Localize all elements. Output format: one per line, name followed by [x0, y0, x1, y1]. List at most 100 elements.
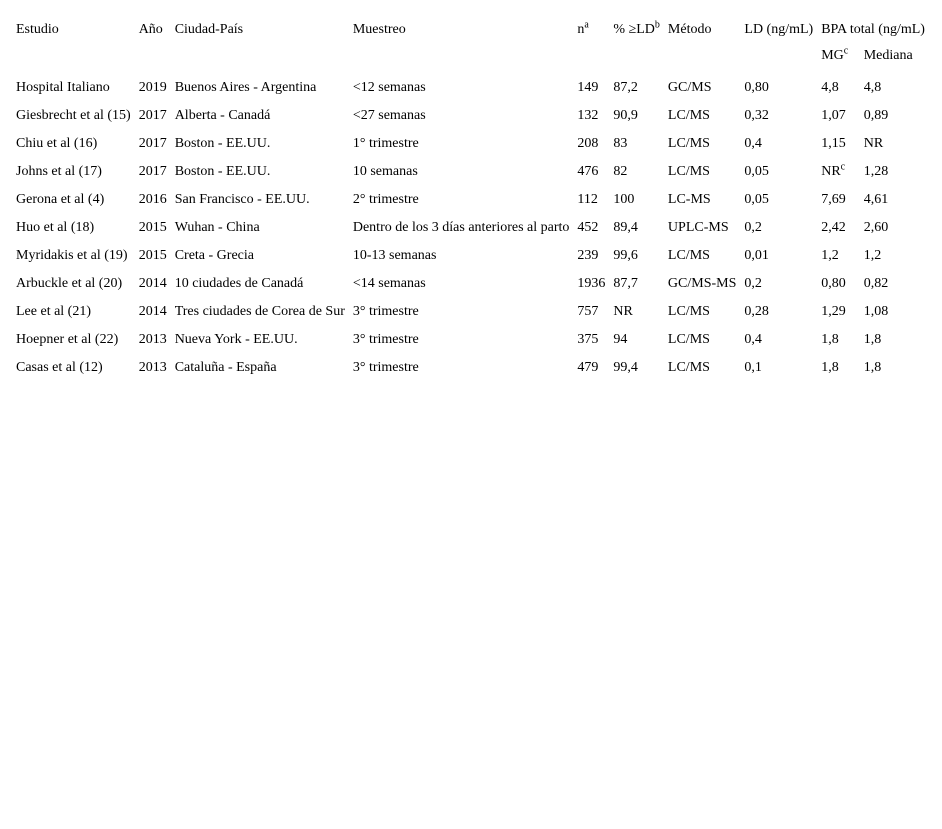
cell-metodo: LC/MS: [668, 298, 744, 326]
cell-pctld: 90,9: [613, 102, 668, 130]
cell-pctld: 87,2: [613, 74, 668, 102]
cell-ano: 2017: [139, 158, 175, 186]
cell-ld: 0,28: [744, 298, 821, 326]
cell-ano: 2019: [139, 74, 175, 102]
table-row: Chiu et al (16)2017Boston - EE.UU.1° tri…: [16, 130, 933, 158]
table-row: Gerona et al (4)2016San Francisco - EE.U…: [16, 186, 933, 214]
cell-ld: 0,2: [744, 214, 821, 242]
cell-pctld: 82: [613, 158, 668, 186]
cell-mediana: 4,61: [864, 186, 933, 214]
cell-metodo: LC/MS: [668, 326, 744, 354]
col-mediana: Mediana: [864, 44, 933, 74]
cell-n: 452: [577, 214, 613, 242]
cell-mg: 1,8: [821, 326, 864, 354]
cell-n: 1936: [577, 270, 613, 298]
table-row: Myridakis et al (19)2015Creta - Grecia10…: [16, 242, 933, 270]
cell-metodo: LC/MS: [668, 242, 744, 270]
cell-mg: 2,42: [821, 214, 864, 242]
cell-muestreo: Dentro de los 3 días anteriores al parto: [353, 214, 578, 242]
cell-metodo: LC/MS: [668, 354, 744, 382]
cell-pctld: 99,6: [613, 242, 668, 270]
col-n: na: [577, 16, 613, 44]
cell-ld: 0,01: [744, 242, 821, 270]
cell-mg: 1,07: [821, 102, 864, 130]
cell-ano: 2013: [139, 326, 175, 354]
col-ciudad: Ciudad-País: [175, 16, 353, 44]
table-row: Huo et al (18)2015Wuhan - ChinaDentro de…: [16, 214, 933, 242]
cell-mg: 4,8: [821, 74, 864, 102]
col-bpa: BPA total (ng/mL): [821, 16, 933, 44]
cell-mediana: 0,82: [864, 270, 933, 298]
cell-estudio: Casas et al (12): [16, 354, 139, 382]
cell-pctld: 99,4: [613, 354, 668, 382]
cell-ano: 2014: [139, 270, 175, 298]
cell-ciudad: Tres ciudades de Corea de Sur: [175, 298, 353, 326]
cell-ano: 2016: [139, 186, 175, 214]
cell-ciudad: Wuhan - China: [175, 214, 353, 242]
cell-mg: 7,69: [821, 186, 864, 214]
col-mg: MGc: [821, 44, 864, 74]
cell-mediana: NR: [864, 130, 933, 158]
cell-ciudad: Boston - EE.UU.: [175, 130, 353, 158]
cell-ciudad: Cataluña - España: [175, 354, 353, 382]
cell-muestreo: <14 semanas: [353, 270, 578, 298]
col-metodo: Método: [668, 16, 744, 44]
cell-n: 476: [577, 158, 613, 186]
cell-muestreo: <27 semanas: [353, 102, 578, 130]
cell-ano: 2014: [139, 298, 175, 326]
cell-ld: 0,05: [744, 186, 821, 214]
cell-ciudad: Alberta - Canadá: [175, 102, 353, 130]
cell-mediana: 1,08: [864, 298, 933, 326]
cell-pctld: NR: [613, 298, 668, 326]
cell-mediana: 1,28: [864, 158, 933, 186]
cell-ciudad: Nueva York - EE.UU.: [175, 326, 353, 354]
cell-mg: 1,8: [821, 354, 864, 382]
cell-mg: 0,80: [821, 270, 864, 298]
table-row: Giesbrecht et al (15)2017Alberta - Canad…: [16, 102, 933, 130]
cell-ld: 0,80: [744, 74, 821, 102]
cell-estudio: Johns et al (17): [16, 158, 139, 186]
cell-ld: 0,05: [744, 158, 821, 186]
col-muestreo: Muestreo: [353, 16, 578, 44]
cell-mg: 1,29: [821, 298, 864, 326]
cell-ld: 0,1: [744, 354, 821, 382]
cell-pctld: 100: [613, 186, 668, 214]
cell-metodo: GC/MS: [668, 74, 744, 102]
cell-muestreo: 2° trimestre: [353, 186, 578, 214]
cell-muestreo: 10 semanas: [353, 158, 578, 186]
cell-estudio: Lee et al (21): [16, 298, 139, 326]
cell-ld: 0,32: [744, 102, 821, 130]
cell-metodo: UPLC-MS: [668, 214, 744, 242]
cell-ld: 0,4: [744, 130, 821, 158]
cell-estudio: Giesbrecht et al (15): [16, 102, 139, 130]
cell-metodo: LC/MS: [668, 102, 744, 130]
cell-mediana: 1,8: [864, 354, 933, 382]
cell-ano: 2015: [139, 242, 175, 270]
cell-ciudad: Boston - EE.UU.: [175, 158, 353, 186]
cell-mediana: 0,89: [864, 102, 933, 130]
col-estudio: Estudio: [16, 16, 139, 44]
cell-ciudad: San Francisco - EE.UU.: [175, 186, 353, 214]
cell-mg: 1,2: [821, 242, 864, 270]
header-row-2: MGc Mediana: [16, 44, 933, 74]
cell-n: 208: [577, 130, 613, 158]
cell-estudio: Hospital Italiano: [16, 74, 139, 102]
cell-muestreo: 3° trimestre: [353, 298, 578, 326]
cell-ld: 0,2: [744, 270, 821, 298]
cell-mediana: 2,60: [864, 214, 933, 242]
header-row-1: Estudio Año Ciudad-País Muestreo na % ≥L…: [16, 16, 933, 44]
cell-n: 112: [577, 186, 613, 214]
cell-mg: 1,15: [821, 130, 864, 158]
cell-estudio: Myridakis et al (19): [16, 242, 139, 270]
table-row: Johns et al (17)2017Boston - EE.UU.10 se…: [16, 158, 933, 186]
table-row: Hospital Italiano2019Buenos Aires - Arge…: [16, 74, 933, 102]
cell-estudio: Arbuckle et al (20): [16, 270, 139, 298]
cell-metodo: LC/MS: [668, 158, 744, 186]
cell-metodo: GC/MS-MS: [668, 270, 744, 298]
table-row: Casas et al (12)2013Cataluña - España3° …: [16, 354, 933, 382]
cell-mediana: 4,8: [864, 74, 933, 102]
cell-ciudad: Creta - Grecia: [175, 242, 353, 270]
cell-ld: 0,4: [744, 326, 821, 354]
cell-muestreo: 10-13 semanas: [353, 242, 578, 270]
cell-muestreo: 1° trimestre: [353, 130, 578, 158]
